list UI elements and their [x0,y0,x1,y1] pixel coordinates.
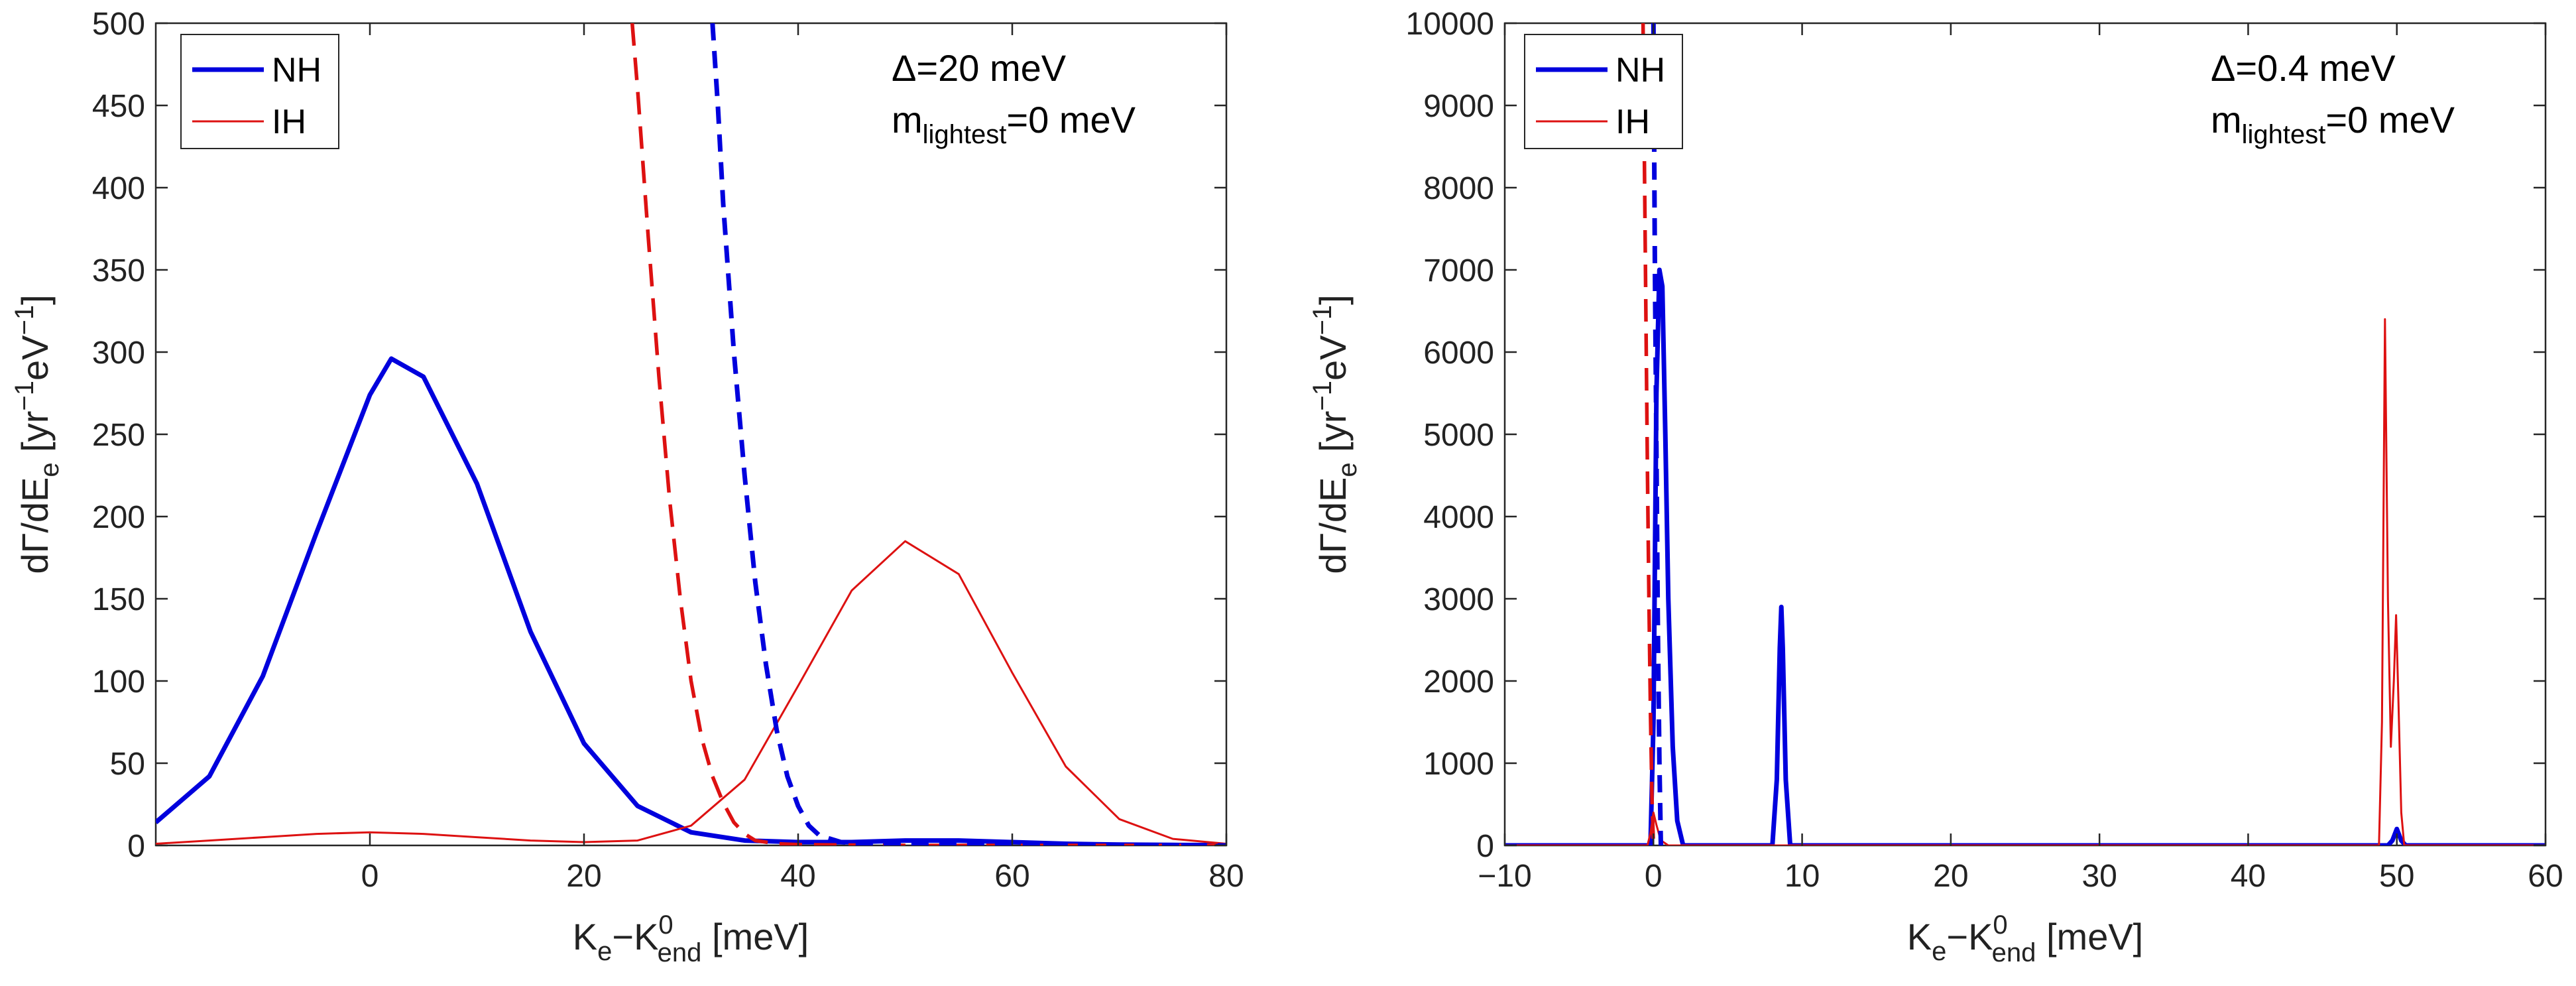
y-tick-label: 400 [92,171,145,206]
x-tick-label: −10 [1478,859,1531,894]
x-tick-label: 0 [1645,859,1663,894]
y-tick-label: 8000 [1423,171,1494,206]
y-axis-label: dΓ/dEe [yr−1eV−1] [1308,294,1362,574]
y-tick-label: 10000 [1406,7,1494,42]
x-tick-label: 10 [1785,859,1820,894]
y-tick-label: 250 [92,418,145,453]
y-tick-label: 150 [92,582,145,617]
y-tick-label: 100 [92,664,145,700]
x-axis-ticks: −10 0 10 20 30 40 50 60 [1478,23,2563,894]
y-axis-ticks: 0 1000 2000 3000 4000 5000 6000 7000 8000 9000 100… [1406,7,2546,864]
x-tick-label: 40 [2231,859,2266,894]
x-tick-label: 60 [2528,859,2563,894]
y-tick-label: 350 [92,253,145,288]
x-tick-label: 50 [2379,859,2414,894]
x-axis-label: Ke−K0 end [meV] [1907,910,2144,967]
chart-panel-left: 0 50 100 150 200 250 300 350 400 450 500 0 20 40 60 80… [10,7,1244,967]
chart-panel-right: 0100020003000400050006000700080009000100… [1308,7,2563,967]
x-axis-label: Ke−K0 end [meV] [573,910,809,967]
legend-box [180,34,339,149]
legend-label-nh: NH [272,51,322,90]
x-tick-label: 20 [566,859,601,894]
series-line-nh [156,356,1226,845]
plot-area [156,23,1226,845]
y-tick-label: 500 [92,7,145,42]
legend-label-nh: NH [1615,51,1665,90]
series-line-ih-dashed [630,23,1226,845]
y-tick-label: 9000 [1423,89,1494,124]
x-tick-label: 80 [1208,859,1244,894]
x-tick-label: 60 [994,859,1029,894]
y-tick-label: 4000 [1423,500,1494,535]
legend-label-ih: IH [1615,103,1650,141]
series-line-ih [156,540,1226,845]
x-tick-label: 40 [780,859,815,894]
legend-box [1524,34,1683,149]
y-tick-label: 1000 [1423,747,1494,782]
legend-label-ih: IH [272,103,306,141]
annotation-delta: Δ=20 meV [892,47,1067,89]
annotation-mlightest: mlightest=0 meV [2211,99,2455,149]
annotation-mlightest: mlightest=0 meV [892,99,1136,149]
series-line-nh-dashed [710,23,1226,845]
y-axis-ticks: 0 50 100 150 200 250 300 350 400 450 500 [92,7,1226,864]
y-tick-label: 0 [127,829,145,864]
y-tick-label: 0 [1476,829,1494,864]
x-tick-label: 30 [2081,859,2117,894]
series-line-ih-dashed [1641,23,1656,845]
y-tick-label: 3000 [1423,582,1494,617]
x-axis-ticks: 0 20 40 60 80 [361,23,1244,894]
legend: NH IH [1524,34,1683,149]
y-tick-label: 2000 [1423,664,1494,700]
x-tick-label: 20 [1933,859,1968,894]
annotation-delta: Δ=0.4 meV [2211,47,2396,89]
y-tick-label: 50 [110,747,145,782]
series-line-nh [1505,267,2546,845]
y-axis-label: dΓ/dEe [yr−1eV−1] [10,294,64,574]
y-tick-label: 6000 [1423,336,1494,371]
y-tick-label: 5000 [1423,418,1494,453]
y-tick-label: 200 [92,500,145,535]
y-tick-label: 300 [92,336,145,371]
x-tick-label: 0 [361,859,379,894]
y-tick-label: 7000 [1423,253,1494,288]
y-tick-label: 450 [92,89,145,124]
legend: NH IH [180,34,339,149]
series-line-ih [1505,318,2546,845]
